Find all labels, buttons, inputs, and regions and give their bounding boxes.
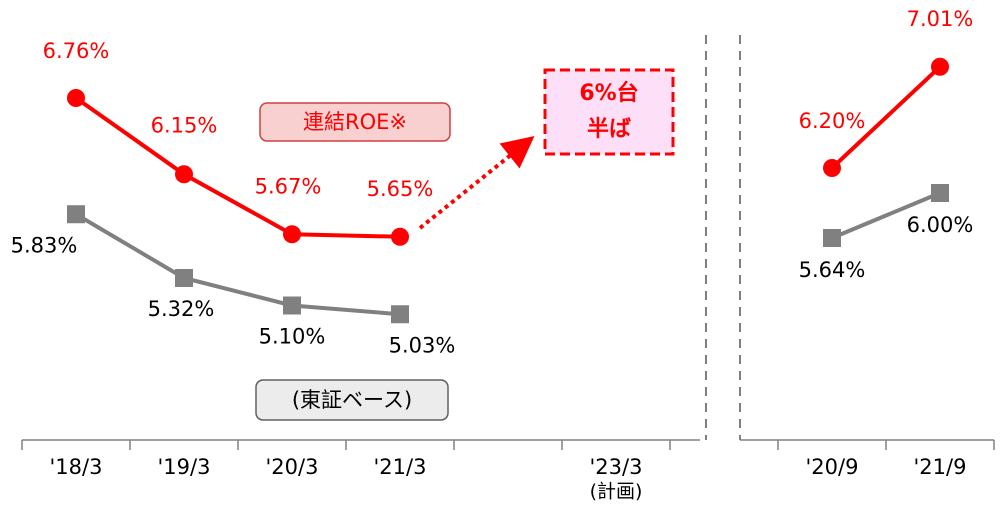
series-line	[74, 96, 401, 239]
value-label: 7.01%	[907, 7, 974, 31]
x-tick-note: (計画)	[590, 481, 643, 503]
point	[283, 296, 301, 315]
trend-arrow	[418, 135, 535, 230]
legend-box	[259, 102, 451, 142]
point	[175, 269, 193, 287]
value-label: 5.67%	[255, 174, 322, 198]
point	[391, 305, 409, 324]
point	[823, 159, 841, 177]
point	[931, 57, 949, 76]
value-label: 5.83%	[11, 233, 78, 257]
point	[175, 165, 193, 184]
x-tick-label: '20/9	[806, 455, 859, 479]
value-label: 6.00%	[907, 213, 974, 237]
target-box	[543, 68, 675, 156]
series-line	[74, 212, 401, 317]
value-label: 5.10%	[259, 325, 326, 349]
series-line	[831, 191, 941, 240]
legend-label: (東証ベース)	[292, 388, 412, 412]
value-label: 5.65%	[367, 177, 434, 201]
series-line	[830, 65, 942, 170]
x-tick-label: '20/3	[266, 455, 319, 479]
point	[67, 89, 85, 107]
point	[283, 225, 301, 244]
value-label: 5.64%	[799, 258, 866, 282]
value-label: 6.20%	[799, 109, 866, 133]
point	[823, 229, 841, 247]
legend-label: 連結ROE※	[303, 110, 407, 134]
x-tick-label: '19/3	[158, 455, 211, 479]
value-label: 6.15%	[151, 113, 218, 137]
legend-box	[255, 379, 449, 421]
point	[391, 227, 409, 246]
x-tick-label: '21/3	[374, 455, 427, 479]
value-label: 5.32%	[148, 297, 215, 321]
x-tick-label: '18/3	[50, 455, 103, 479]
x-tick-label: '23/3	[590, 455, 643, 479]
x-tick-label: '21/9	[914, 455, 967, 479]
point	[931, 184, 949, 202]
value-label: 5.03%	[389, 333, 456, 357]
value-label: 6.76%	[43, 39, 110, 63]
target-label: 半ば	[587, 117, 631, 142]
point	[67, 205, 85, 224]
target-label: 6%台	[579, 80, 638, 106]
